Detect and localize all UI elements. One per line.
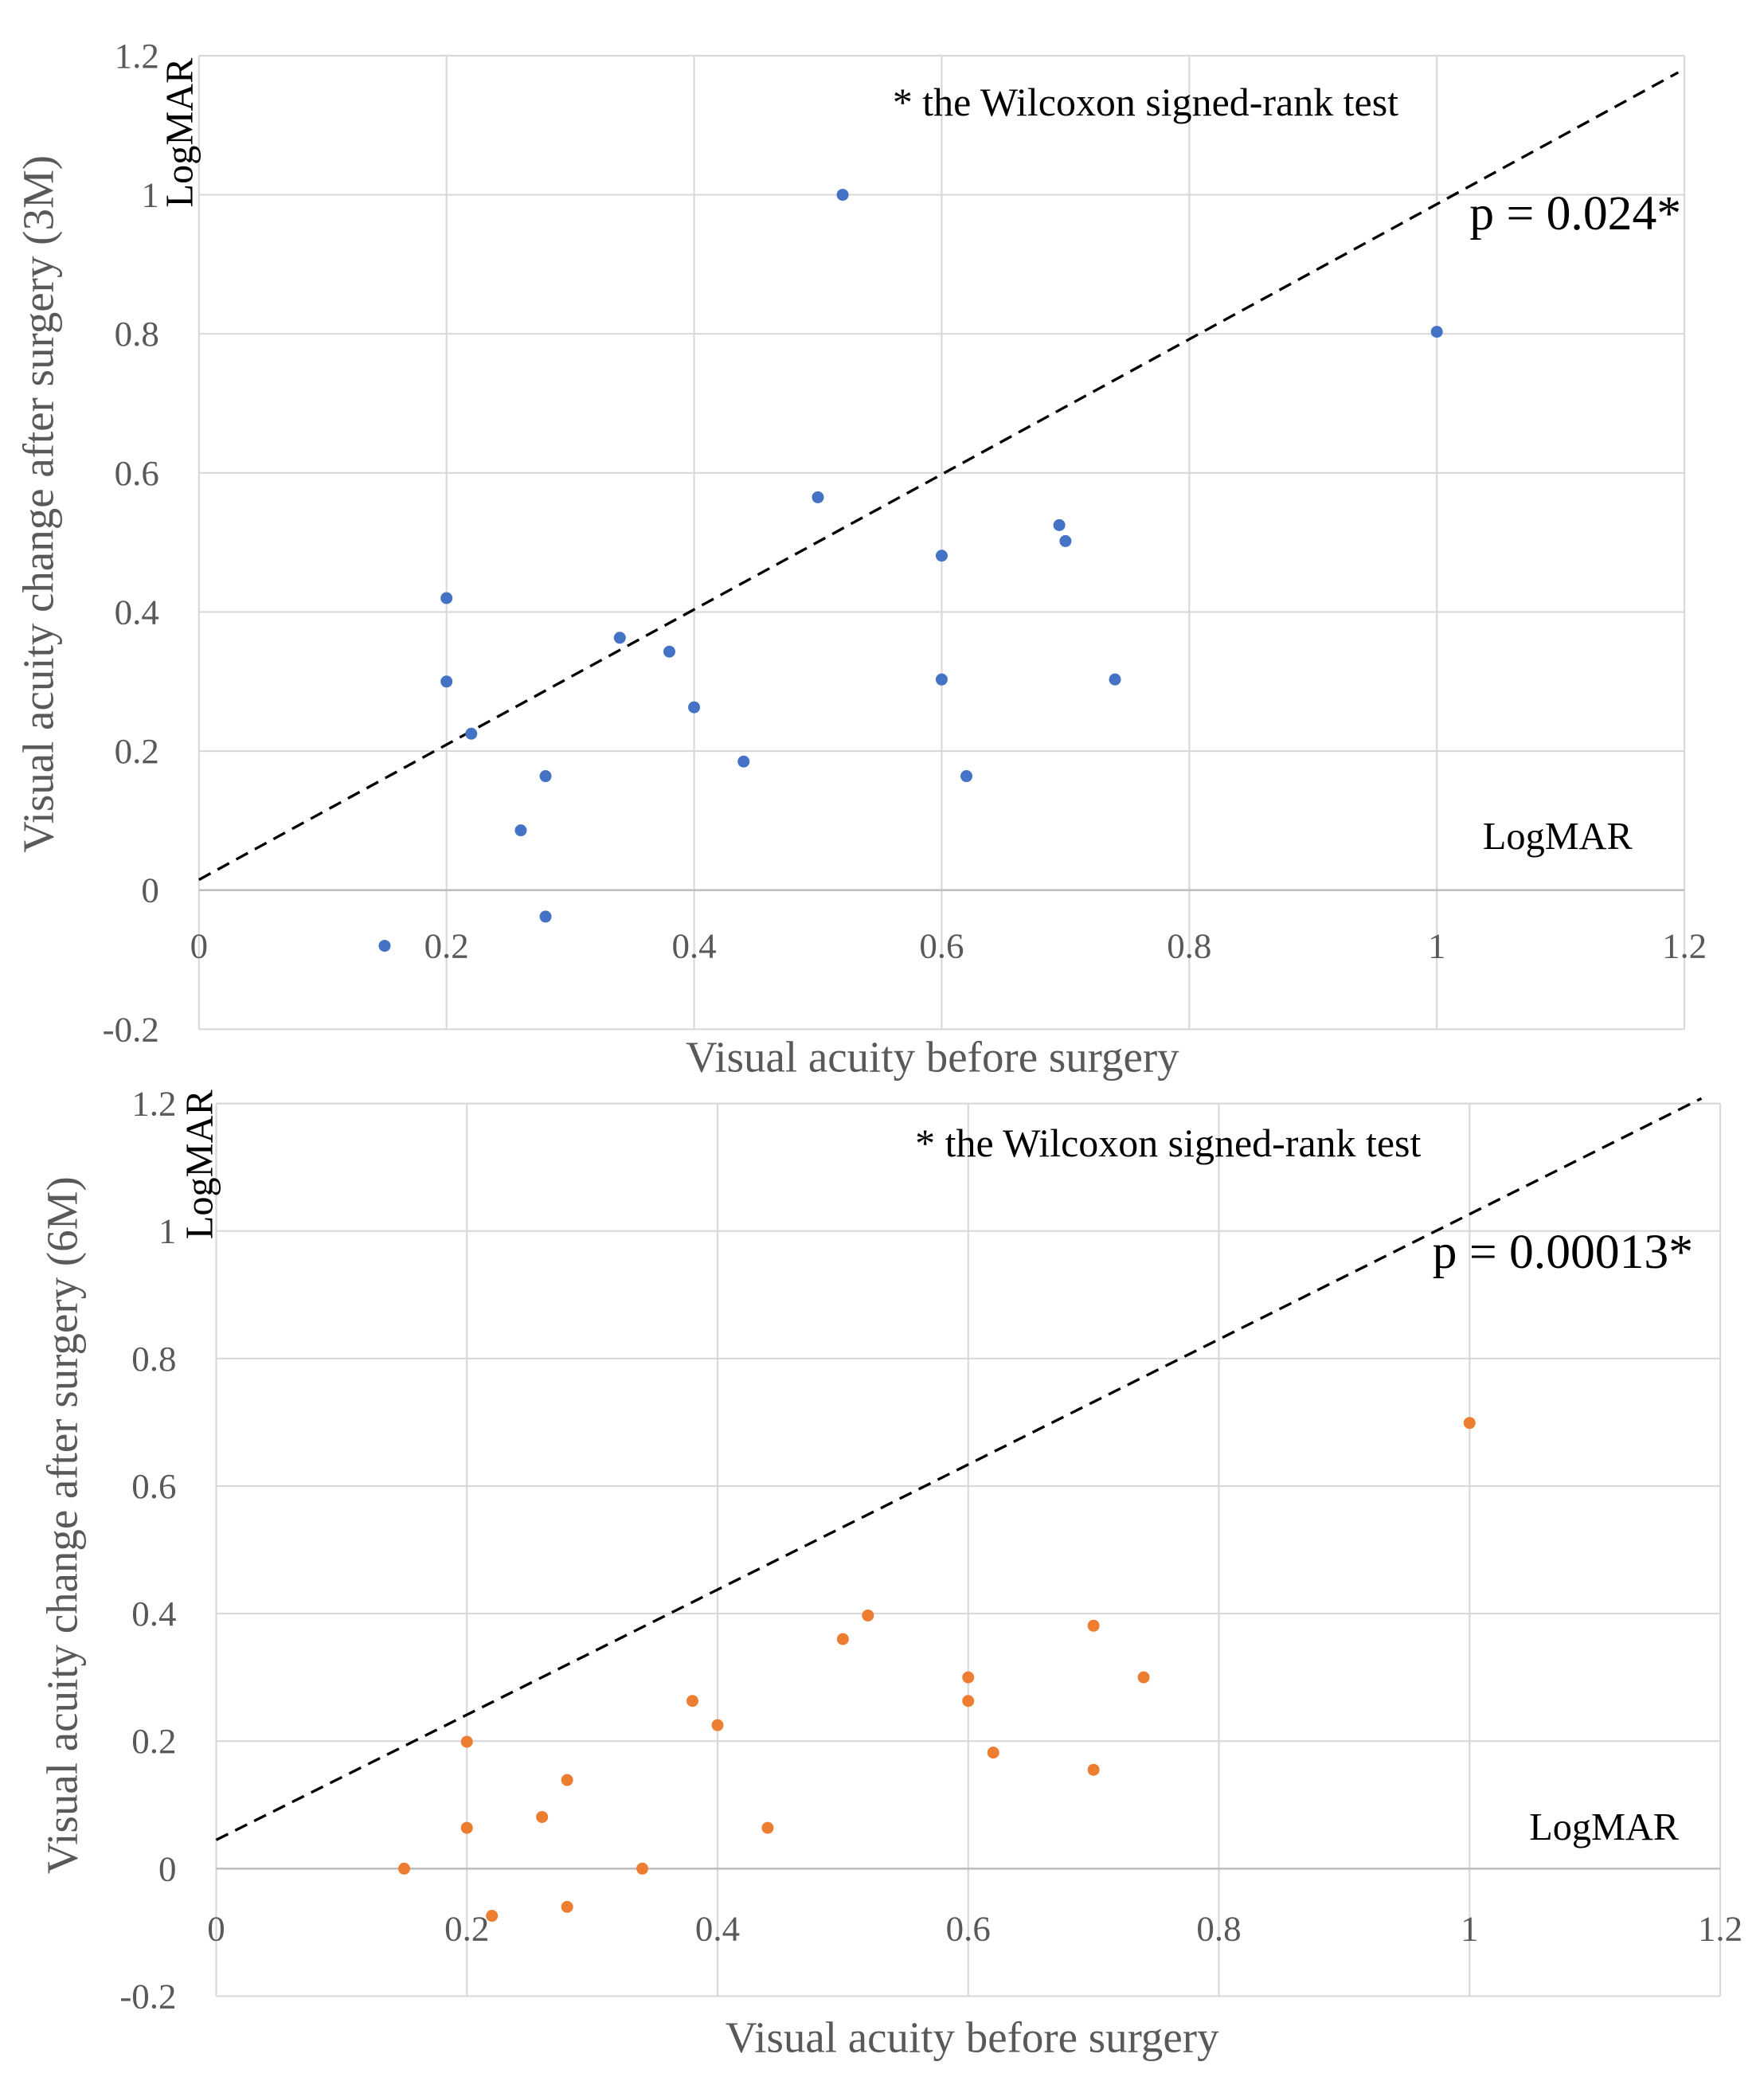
y-axis-unit: LogMAR (158, 57, 201, 208)
y-tick-label: 0 (141, 870, 158, 910)
y-tick-label: 0.4 (131, 1594, 176, 1633)
data-point (935, 550, 948, 562)
x-tick-label: 0.6 (919, 925, 964, 965)
reference-line (198, 71, 1680, 882)
data-point (1087, 1619, 1100, 1632)
x-tick-label: 1 (1428, 925, 1445, 965)
x-tick-label: 0.4 (671, 925, 716, 965)
x-tick-label: 0.2 (444, 1908, 489, 1948)
test-annotation: * the Wilcoxon signed-rank test (915, 1121, 1421, 1165)
data-point (1463, 1417, 1476, 1430)
x-tick-label: 0 (190, 925, 208, 965)
y-tick-label: 1.2 (115, 36, 159, 76)
x-tick-label: 0 (207, 1908, 225, 1948)
x-tick-label: 0.8 (1196, 1908, 1241, 1948)
data-point (663, 645, 675, 658)
data-point (1137, 1671, 1150, 1684)
data-point (935, 673, 948, 686)
data-point (398, 1862, 411, 1875)
data-point (960, 770, 973, 783)
x-tick-label: 0.8 (1167, 925, 1211, 965)
y-tick-label: 0.4 (115, 592, 159, 632)
data-point (539, 910, 552, 923)
x-axis-title: Visual acuity before surgery (686, 1033, 1179, 1082)
data-point (1059, 534, 1072, 547)
data-point (514, 824, 527, 837)
y-tick-label: 0.8 (131, 1339, 176, 1379)
data-point (460, 1735, 473, 1748)
x-tick-label: 0.4 (695, 1908, 740, 1948)
x-tick-label: 1.2 (1662, 925, 1707, 965)
data-point (812, 491, 824, 503)
data-point (962, 1671, 975, 1684)
chart-2: 0 0.2 0.4 0.6 0.8 1 1.2 -0.2 0 0.2 0.4 0.6 0.8 1 1.2 Vi… (38, 1084, 1743, 2062)
data-point (1087, 1763, 1100, 1776)
data-point (836, 1633, 849, 1645)
data-point (440, 592, 453, 604)
data-point (686, 1695, 699, 1708)
data-point (761, 1821, 774, 1834)
data-point (737, 755, 750, 768)
p-value-label: p = 0.024* (1469, 186, 1681, 241)
y-tick-label: 0.6 (131, 1466, 176, 1506)
y-tick-label: 1.2 (131, 1084, 176, 1124)
data-point (460, 1821, 473, 1834)
data-point (536, 1810, 549, 1823)
data-point (561, 1774, 573, 1786)
x-axis-title: Visual acuity before surgery (726, 2013, 1219, 2061)
y-tick-label: 0.8 (115, 314, 159, 354)
y-tick-label: 1 (158, 1211, 176, 1251)
y-tick-label: 0 (158, 1848, 176, 1888)
y-tick-label: 0.6 (115, 453, 159, 493)
data-point (613, 632, 626, 644)
data-point (862, 1609, 874, 1622)
x-axis-unit: LogMAR (1529, 1806, 1680, 1848)
reference-line (215, 1097, 1703, 1841)
x-tick-label: 0.6 (946, 1908, 991, 1948)
data-point (1430, 326, 1443, 338)
data-point (1053, 518, 1066, 531)
data-point (486, 1910, 499, 1923)
data-point (1109, 673, 1121, 686)
data-point (378, 940, 391, 953)
chart-1: 0 0.2 0.4 0.6 0.8 1 1.2 -0.2 0 0.2 0.4 0.6 0.8 1 1.2 Vi… (14, 36, 1707, 1082)
data-point (465, 727, 478, 740)
y-axis-title: Visual acuity change after surgery (3M) (14, 155, 63, 853)
x-tick-label: 0.2 (424, 925, 469, 965)
data-point (561, 1900, 573, 1913)
data-point (636, 1862, 649, 1875)
data-point (836, 189, 849, 201)
data-point (987, 1747, 999, 1759)
x-axis-unit: LogMAR (1483, 816, 1633, 858)
y-axis-title: Visual acuity change after surgery (6M) (38, 1176, 87, 1874)
y-tick-label: 1 (141, 175, 158, 215)
data-point (688, 701, 701, 714)
y-axis-unit: LogMAR (178, 1089, 221, 1240)
y-tick-label: 0.2 (115, 731, 159, 771)
p-value-label: p = 0.00013* (1433, 1225, 1693, 1279)
test-annotation: * the Wilcoxon signed-rank test (893, 80, 1398, 124)
x-tick-label: 1.2 (1698, 1908, 1742, 1948)
x-tick-label: 1 (1461, 1908, 1478, 1948)
y-tick-label: -0.2 (119, 1976, 176, 2016)
data-point (440, 675, 453, 688)
data-point (711, 1719, 724, 1731)
data-point (962, 1695, 975, 1708)
y-tick-label: 0.2 (131, 1721, 176, 1761)
y-tick-label: -0.2 (103, 1009, 159, 1049)
data-point (539, 770, 552, 783)
